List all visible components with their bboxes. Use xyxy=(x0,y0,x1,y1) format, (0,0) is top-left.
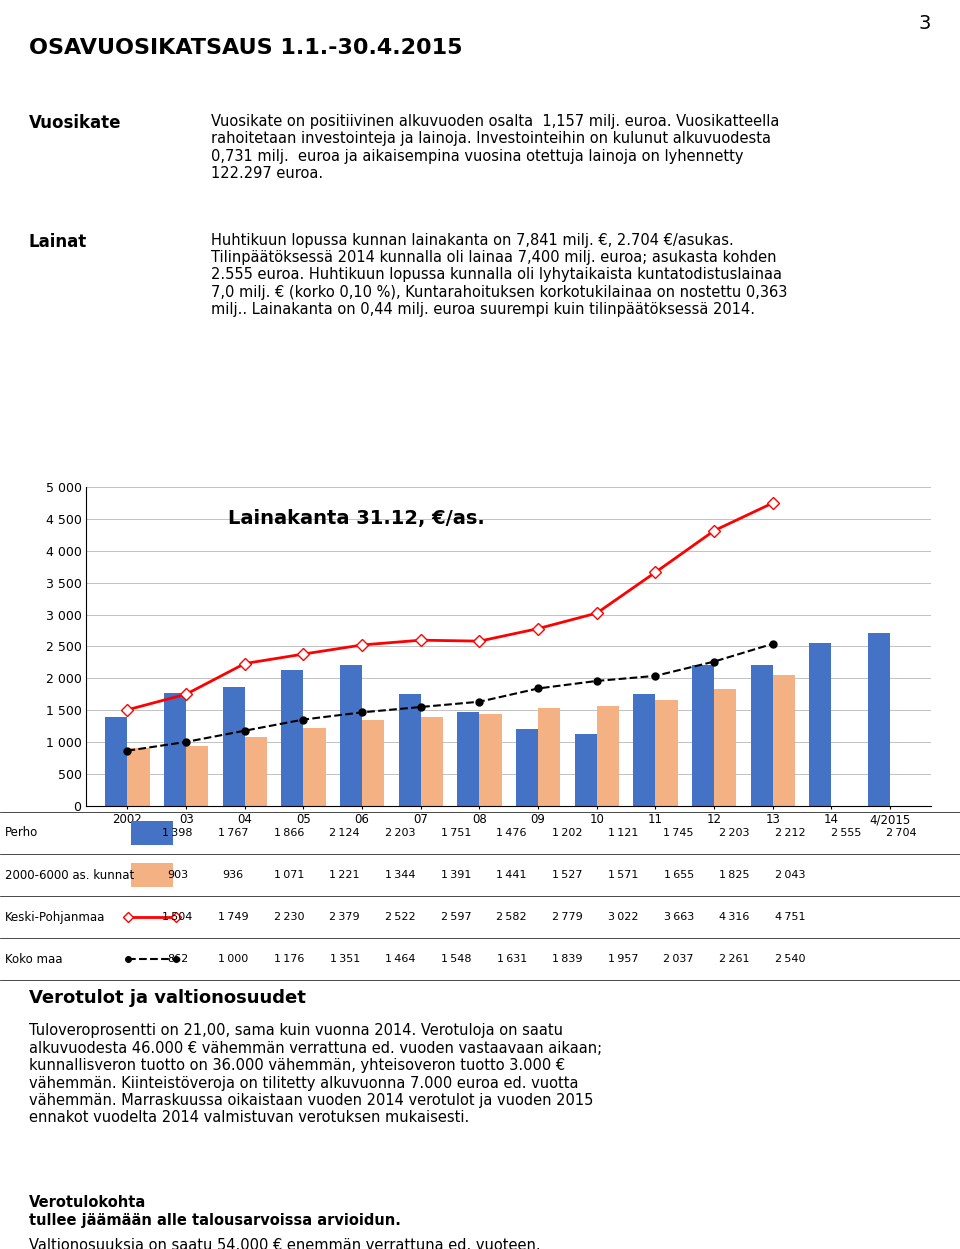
Text: 1 000: 1 000 xyxy=(218,954,249,964)
Text: 1 391: 1 391 xyxy=(441,871,471,881)
Bar xyxy=(656,701,678,806)
Bar xyxy=(751,664,773,806)
Text: Lainakanta 31.12, €/as.: Lainakanta 31.12, €/as. xyxy=(228,510,485,528)
Text: 1 957: 1 957 xyxy=(608,954,638,964)
Text: 1 571: 1 571 xyxy=(608,871,638,881)
Text: 1 825: 1 825 xyxy=(719,871,750,881)
Bar xyxy=(128,748,150,806)
Text: 903: 903 xyxy=(167,871,188,881)
Text: 1 351: 1 351 xyxy=(329,954,360,964)
Text: 1 464: 1 464 xyxy=(385,954,416,964)
Text: 2 043: 2 043 xyxy=(775,871,805,881)
Bar xyxy=(340,666,362,806)
Bar xyxy=(420,717,444,806)
Bar xyxy=(574,734,597,806)
Text: Vuosikate on positiivinen alkuvuoden osalta  1,157 milj. euroa. Vuosikatteella
r: Vuosikate on positiivinen alkuvuoden osa… xyxy=(211,114,780,181)
Text: Lainat: Lainat xyxy=(29,232,87,251)
Text: 2 261: 2 261 xyxy=(719,954,750,964)
Text: 1 398: 1 398 xyxy=(162,828,193,838)
Text: 2 704: 2 704 xyxy=(886,828,917,838)
Text: Vuosikate: Vuosikate xyxy=(29,114,121,132)
Text: 1 839: 1 839 xyxy=(552,954,583,964)
Text: 1 221: 1 221 xyxy=(329,871,360,881)
Text: 3 022: 3 022 xyxy=(608,912,638,922)
Bar xyxy=(457,712,479,806)
Text: 862: 862 xyxy=(167,954,188,964)
Text: 1 344: 1 344 xyxy=(385,871,416,881)
Bar xyxy=(245,737,267,806)
Text: 4 316: 4 316 xyxy=(719,912,750,922)
Text: 2 203: 2 203 xyxy=(719,828,750,838)
Text: 1 441: 1 441 xyxy=(496,871,527,881)
Bar xyxy=(131,863,173,887)
Text: Verotulot ja valtionosuudet: Verotulot ja valtionosuudet xyxy=(29,988,305,1007)
Text: 2 212: 2 212 xyxy=(775,828,805,838)
Text: 2 230: 2 230 xyxy=(274,912,304,922)
Text: 1 751: 1 751 xyxy=(441,828,471,838)
Text: Valtionosuuksia on saatu 54.000 € enemmän verrattuna ed. vuoteen.: Valtionosuuksia on saatu 54.000 € enemmä… xyxy=(29,1238,540,1249)
Bar xyxy=(186,746,208,806)
Bar xyxy=(223,687,245,806)
Bar xyxy=(773,676,795,806)
Bar xyxy=(479,714,502,806)
Text: 2 124: 2 124 xyxy=(329,828,360,838)
Bar xyxy=(714,689,736,806)
Text: 3: 3 xyxy=(919,14,931,34)
Text: 1 504: 1 504 xyxy=(162,912,193,922)
Bar xyxy=(362,719,384,806)
Text: 2 379: 2 379 xyxy=(329,912,360,922)
Text: Keski-Pohjanmaa: Keski-Pohjanmaa xyxy=(5,911,106,924)
Bar xyxy=(106,717,128,806)
Bar xyxy=(398,694,420,806)
Text: 2 597: 2 597 xyxy=(441,912,471,922)
Text: 1 476: 1 476 xyxy=(496,828,527,838)
Bar xyxy=(809,643,831,806)
Text: 1 527: 1 527 xyxy=(552,871,583,881)
Text: 2 522: 2 522 xyxy=(385,912,416,922)
Text: 1 655: 1 655 xyxy=(663,871,694,881)
Text: Koko maa: Koko maa xyxy=(5,953,62,965)
Text: 4 751: 4 751 xyxy=(775,912,805,922)
Text: 1 866: 1 866 xyxy=(274,828,304,838)
Text: OSAVUOSIKATSAUS 1.1.-30.4.2015: OSAVUOSIKATSAUS 1.1.-30.4.2015 xyxy=(29,37,463,57)
Bar xyxy=(539,708,561,806)
Text: Verotulokohta
tullee jäämään alle talousarvoissa arvioidun.: Verotulokohta tullee jäämään alle talous… xyxy=(29,1195,400,1228)
Text: 1 176: 1 176 xyxy=(274,954,304,964)
Text: Tuloveroprosentti on 21,00, sama kuin vuonna 2014. Verotuloja on saatu
alkuvuode: Tuloveroprosentti on 21,00, sama kuin vu… xyxy=(29,1023,602,1125)
Text: 2 582: 2 582 xyxy=(496,912,527,922)
Text: 2 203: 2 203 xyxy=(385,828,416,838)
Bar xyxy=(516,729,539,806)
Text: 1 745: 1 745 xyxy=(663,828,694,838)
Bar xyxy=(164,693,186,806)
Text: 1 548: 1 548 xyxy=(441,954,471,964)
Text: 1 202: 1 202 xyxy=(552,828,583,838)
Bar xyxy=(692,666,714,806)
Bar xyxy=(868,633,890,806)
Text: 2 540: 2 540 xyxy=(775,954,805,964)
Bar xyxy=(303,728,325,806)
Bar xyxy=(281,671,303,806)
Text: 2 037: 2 037 xyxy=(663,954,694,964)
Text: 1 767: 1 767 xyxy=(218,828,249,838)
Text: 936: 936 xyxy=(223,871,244,881)
Bar xyxy=(634,694,656,806)
Bar xyxy=(131,821,173,844)
Text: 1 071: 1 071 xyxy=(274,871,304,881)
Text: 1 121: 1 121 xyxy=(608,828,638,838)
Text: 2000-6000 as. kunnat: 2000-6000 as. kunnat xyxy=(5,868,134,882)
Text: 3 663: 3 663 xyxy=(663,912,694,922)
Text: Huhtikuun lopussa kunnan lainakanta on 7,841 milj. €, 2.704 €/asukas.
Tilinpäätö: Huhtikuun lopussa kunnan lainakanta on 7… xyxy=(211,232,787,317)
Text: 1 749: 1 749 xyxy=(218,912,249,922)
Text: Perho: Perho xyxy=(5,827,38,839)
Text: 2 555: 2 555 xyxy=(830,828,861,838)
Text: 1 631: 1 631 xyxy=(496,954,527,964)
Text: 2 779: 2 779 xyxy=(552,912,583,922)
Bar xyxy=(597,706,619,806)
